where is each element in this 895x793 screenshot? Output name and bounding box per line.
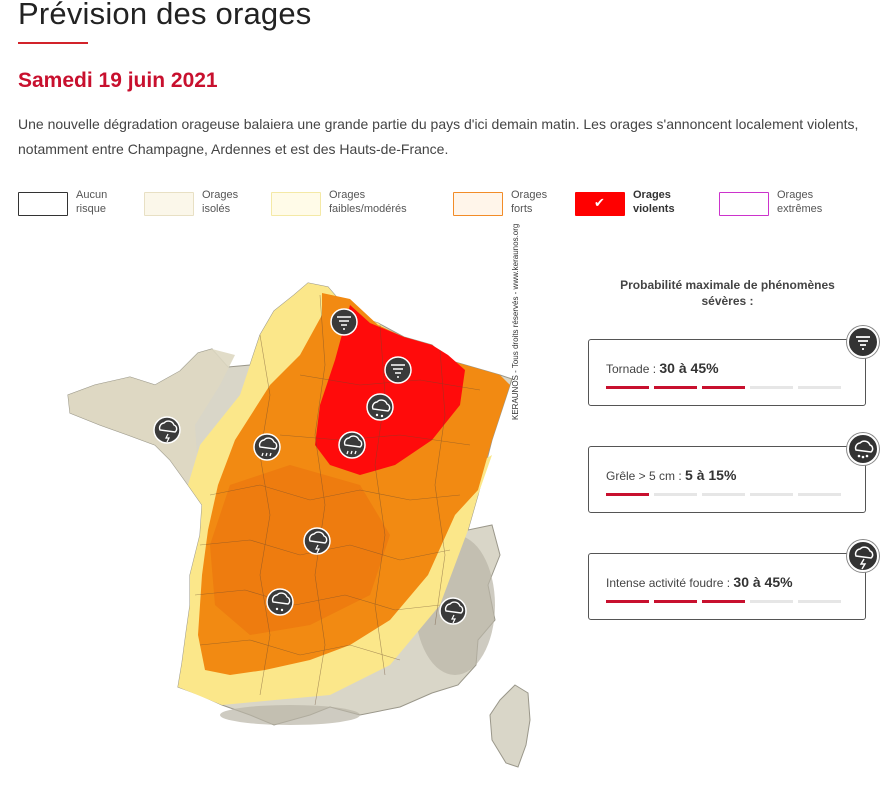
- map-icon-lightning-center: [303, 527, 331, 555]
- legend-label: Aucun risque: [76, 189, 108, 215]
- map-icon-hail-southwest: [266, 588, 294, 616]
- probability-bar: [798, 600, 841, 603]
- probability-text: Tornade : 30 à 45%: [606, 360, 719, 376]
- tornado-icon: [847, 326, 879, 358]
- probability-text: Grêle > 5 cm : 5 à 15%: [606, 467, 736, 483]
- legend-swatch-none: [18, 192, 68, 216]
- probability-value: 30 à 45%: [659, 360, 719, 376]
- probability-bars: [606, 600, 846, 603]
- probability-bar: [798, 386, 841, 389]
- probability-panel-title: Probabilité maximale de phénomènes sévèr…: [620, 278, 835, 308]
- probability-label: Tornade :: [606, 362, 657, 376]
- forecast-description: Une nouvelle dégradation orageuse balaie…: [18, 116, 859, 157]
- legend-label: Orages violents: [633, 189, 675, 215]
- hail-icon: [847, 433, 879, 465]
- probability-bar: [606, 493, 649, 496]
- legend-swatch-strong: [453, 192, 503, 216]
- probability-bar: [654, 386, 697, 389]
- probability-box-hail: Grêle > 5 cm : 5 à 15%: [588, 433, 879, 513]
- legend-swatch-weak: [271, 192, 321, 216]
- isolated-zone-west: [68, 349, 235, 500]
- probability-bar: [702, 493, 745, 496]
- map-icon-rain-east: [338, 431, 366, 459]
- strong-storm-zone-shade: [210, 465, 390, 635]
- probability-bar: [750, 493, 793, 496]
- probability-text: Intense activité foudre : 30 à 45%: [606, 574, 793, 590]
- probability-bar: [702, 600, 745, 603]
- check-icon: ✔: [594, 195, 605, 210]
- france-map: [67, 282, 531, 768]
- legend-label: Orages extrêmes: [777, 189, 823, 215]
- corsica-outline: [489, 684, 531, 768]
- probability-label: Grêle > 5 cm :: [606, 469, 682, 483]
- lightning-icon: [847, 540, 879, 572]
- map-icon-tornado-north: [330, 308, 358, 336]
- probability-bar: [606, 386, 649, 389]
- title-underline: [18, 42, 88, 44]
- storm-risk-map: [60, 275, 540, 780]
- probability-box-lightning: Intense activité foudre : 30 à 45%: [588, 540, 879, 620]
- risk-legend: Aucun risque Orages isolés Orages faible…: [18, 188, 878, 222]
- probability-bars: [606, 493, 846, 496]
- probability-bar: [606, 600, 649, 603]
- probability-bar: [702, 386, 745, 389]
- probability-bar: [750, 386, 793, 389]
- probability-box-tornado: Tornade : 30 à 45%: [588, 326, 879, 406]
- probability-bar: [654, 493, 697, 496]
- map-credit: KERAUNOS - Tous droits réservés - www.ke…: [511, 223, 520, 420]
- probability-bars: [606, 386, 846, 389]
- map-icon-rain-center: [253, 433, 281, 461]
- legend-label: Orages forts: [511, 189, 548, 215]
- probability-label: Intense activité foudre :: [606, 576, 731, 590]
- legend-swatch-isolated: [144, 192, 194, 216]
- map-icon-hail-east: [366, 393, 394, 421]
- forecast-date: Samedi 19 juin 2021: [18, 69, 218, 92]
- legend-swatch-extreme: [719, 192, 769, 216]
- probability-value: 30 à 45%: [733, 574, 793, 590]
- probability-bar: [654, 600, 697, 603]
- page-title: Prévision des orages: [18, 0, 312, 31]
- map-icon-tornado-east: [384, 356, 412, 384]
- probability-value: 5 à 15%: [685, 467, 737, 483]
- pyrenees-relief: [220, 705, 360, 725]
- department-borders: [194, 294, 481, 706]
- legend-swatch-violent: ✔: [575, 192, 625, 216]
- legend-label: Orages faibles/modérés: [329, 189, 407, 215]
- map-icon-lightning-southeast: [439, 597, 467, 625]
- map-icon-lightning-west: [153, 416, 181, 444]
- probability-bar: [798, 493, 841, 496]
- legend-label: Orages isolés: [202, 189, 239, 215]
- probability-bar: [750, 600, 793, 603]
